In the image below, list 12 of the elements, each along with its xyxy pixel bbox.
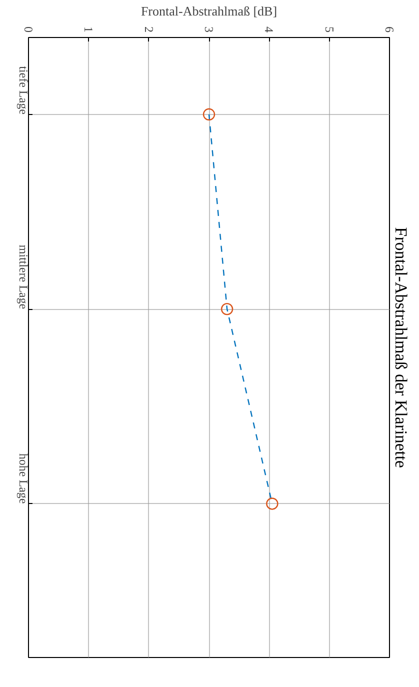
y-tick-label: hohe Lage	[16, 453, 30, 504]
y-tick-label: mittlere Lage	[16, 244, 30, 310]
x-tick-label: 5	[322, 26, 336, 32]
x-tick-label: 1	[82, 26, 96, 32]
x-axis-title: Frontal-Abstrahlmaß [dB]	[140, 4, 278, 18]
x-tick-label: 0	[22, 26, 36, 32]
x-tick-label: 6	[382, 26, 396, 32]
x-tick-label: 3	[202, 26, 216, 32]
y-tick-label: tiefe Lage	[16, 66, 30, 114]
x-tick-label: 2	[142, 26, 156, 32]
text: Frontal-Abstrahlmaß der Klarinette	[392, 227, 410, 468]
x-tick-label: 4	[262, 26, 276, 32]
